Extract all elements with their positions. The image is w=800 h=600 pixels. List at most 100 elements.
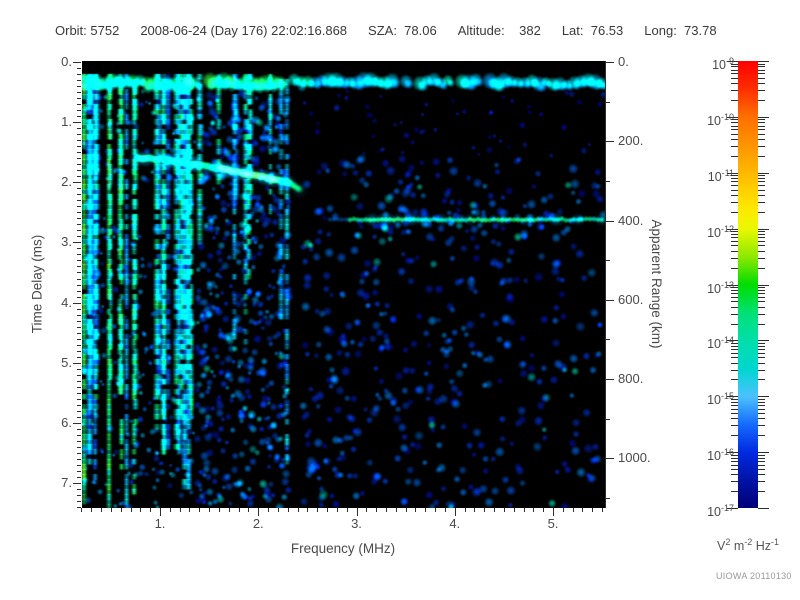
colorbar-tick-label: 10-11	[707, 167, 734, 184]
colorbar-tick	[758, 116, 769, 118]
axis-tick	[77, 194, 81, 196]
colorbar-tick	[758, 342, 765, 344]
colorbar-tick	[731, 73, 738, 75]
colorbar-tick	[731, 454, 738, 456]
colorbar-tick	[758, 401, 765, 403]
axis-tick	[77, 386, 81, 388]
lat-field: Lat: 76.53	[561, 23, 624, 38]
axis-tick	[228, 508, 230, 512]
axis-tick	[77, 254, 81, 256]
colorbar-tick	[727, 396, 738, 398]
header-info: Orbit: 5752 2008-06-24 (Day 176) 22:02:1…	[55, 23, 717, 38]
colorbar-tick	[758, 313, 765, 315]
colorbar-tick	[758, 257, 765, 259]
colorbar-tick	[758, 155, 765, 157]
frequency-axis-tick-label: 4.	[449, 516, 461, 531]
axis-tick	[376, 508, 378, 512]
colorbar-tick	[758, 241, 765, 243]
axis-tick	[77, 128, 81, 130]
long-field: Long: 73.78	[644, 23, 717, 38]
axis-tick	[606, 418, 610, 420]
axis-tick	[77, 86, 81, 88]
axis-tick	[77, 164, 81, 166]
colorbar-tick	[731, 425, 738, 427]
axis-tick	[606, 299, 614, 301]
colorbar-tick	[758, 418, 765, 420]
colorbar-tick	[731, 69, 738, 71]
axis-tick	[77, 344, 81, 346]
colorbar-tick	[731, 267, 738, 269]
colorbar-tick	[727, 116, 738, 118]
axis-tick	[238, 508, 240, 512]
axis-tick	[77, 290, 81, 292]
colorbar-tick	[758, 250, 765, 252]
range-axis-tick-label: 600.	[618, 291, 644, 307]
colorbar-tick	[727, 340, 738, 342]
colorbar-tick	[731, 211, 738, 213]
colorbar-tick	[731, 301, 738, 303]
frequency-axis-tick-label: 2.	[252, 516, 264, 531]
colorbar-tick	[731, 122, 738, 124]
colorbar-tick	[758, 139, 765, 141]
colorbar-tick	[731, 457, 738, 459]
range-axis-tick-label: 1000.	[618, 450, 651, 466]
axis-tick	[73, 122, 81, 124]
colorbar-tick	[727, 228, 738, 230]
colorbar-tick-label: 10-16	[707, 447, 734, 464]
colorbar-tick	[731, 296, 738, 298]
colorbar-tick	[758, 90, 765, 92]
colorbar-tick	[758, 237, 765, 239]
frequency-axis-tick-label: 5.	[547, 516, 559, 531]
frequency-axis-tick-label: 3.	[351, 516, 362, 531]
colorbar-tick	[731, 293, 738, 295]
colorbar-tick	[758, 228, 769, 230]
colorbar-tick	[731, 398, 738, 400]
axis-tick	[77, 350, 81, 352]
axis-tick	[73, 242, 81, 244]
axis-tick	[77, 326, 81, 328]
colorbar-tick	[731, 418, 738, 420]
colorbar-tick	[758, 468, 765, 470]
colorbar-tick	[731, 306, 738, 308]
axis-tick	[582, 508, 584, 512]
axis-tick	[606, 458, 614, 460]
axis-tick	[77, 368, 81, 370]
axis-tick	[77, 188, 81, 190]
time-axis-tick-label: 0.	[61, 54, 72, 69]
axis-tick	[307, 508, 309, 512]
colorbar-tick	[758, 404, 765, 406]
colorbar-tick	[758, 379, 765, 381]
colorbar-tick-label: 10-14	[707, 335, 734, 352]
colorbar-tick	[758, 454, 765, 456]
colorbar-tick	[758, 460, 765, 462]
axis-tick	[77, 428, 81, 430]
axis-tick	[494, 508, 496, 512]
colorbar-tick	[758, 352, 765, 354]
axis-tick	[77, 356, 81, 358]
colorbar-tick	[731, 362, 738, 364]
axis-tick	[199, 508, 201, 512]
colorbar-tick	[731, 66, 738, 68]
colorbar-tick	[758, 146, 765, 148]
axis-tick	[385, 508, 387, 512]
colorbar-tick	[731, 178, 738, 180]
right-axis-line	[605, 61, 606, 508]
axis-tick	[73, 422, 81, 424]
axis-tick	[513, 508, 515, 512]
axis-tick	[77, 332, 81, 334]
axis-tick	[77, 80, 81, 82]
axis-tick	[77, 416, 81, 418]
axis-tick	[277, 508, 279, 512]
colorbar-tick	[758, 211, 765, 213]
colorbar-tick	[758, 396, 769, 398]
axis-tick	[454, 508, 456, 516]
colorbar-tick	[727, 452, 738, 454]
colorbar-tick	[731, 342, 738, 344]
colorbar-tick	[731, 63, 738, 65]
axis-tick	[327, 508, 329, 512]
colorbar-tick	[731, 349, 738, 351]
axis-tick	[553, 508, 554, 516]
frequency-axis-title: Frequency (MHz)	[290, 541, 396, 556]
colorbar-tick	[758, 408, 765, 410]
